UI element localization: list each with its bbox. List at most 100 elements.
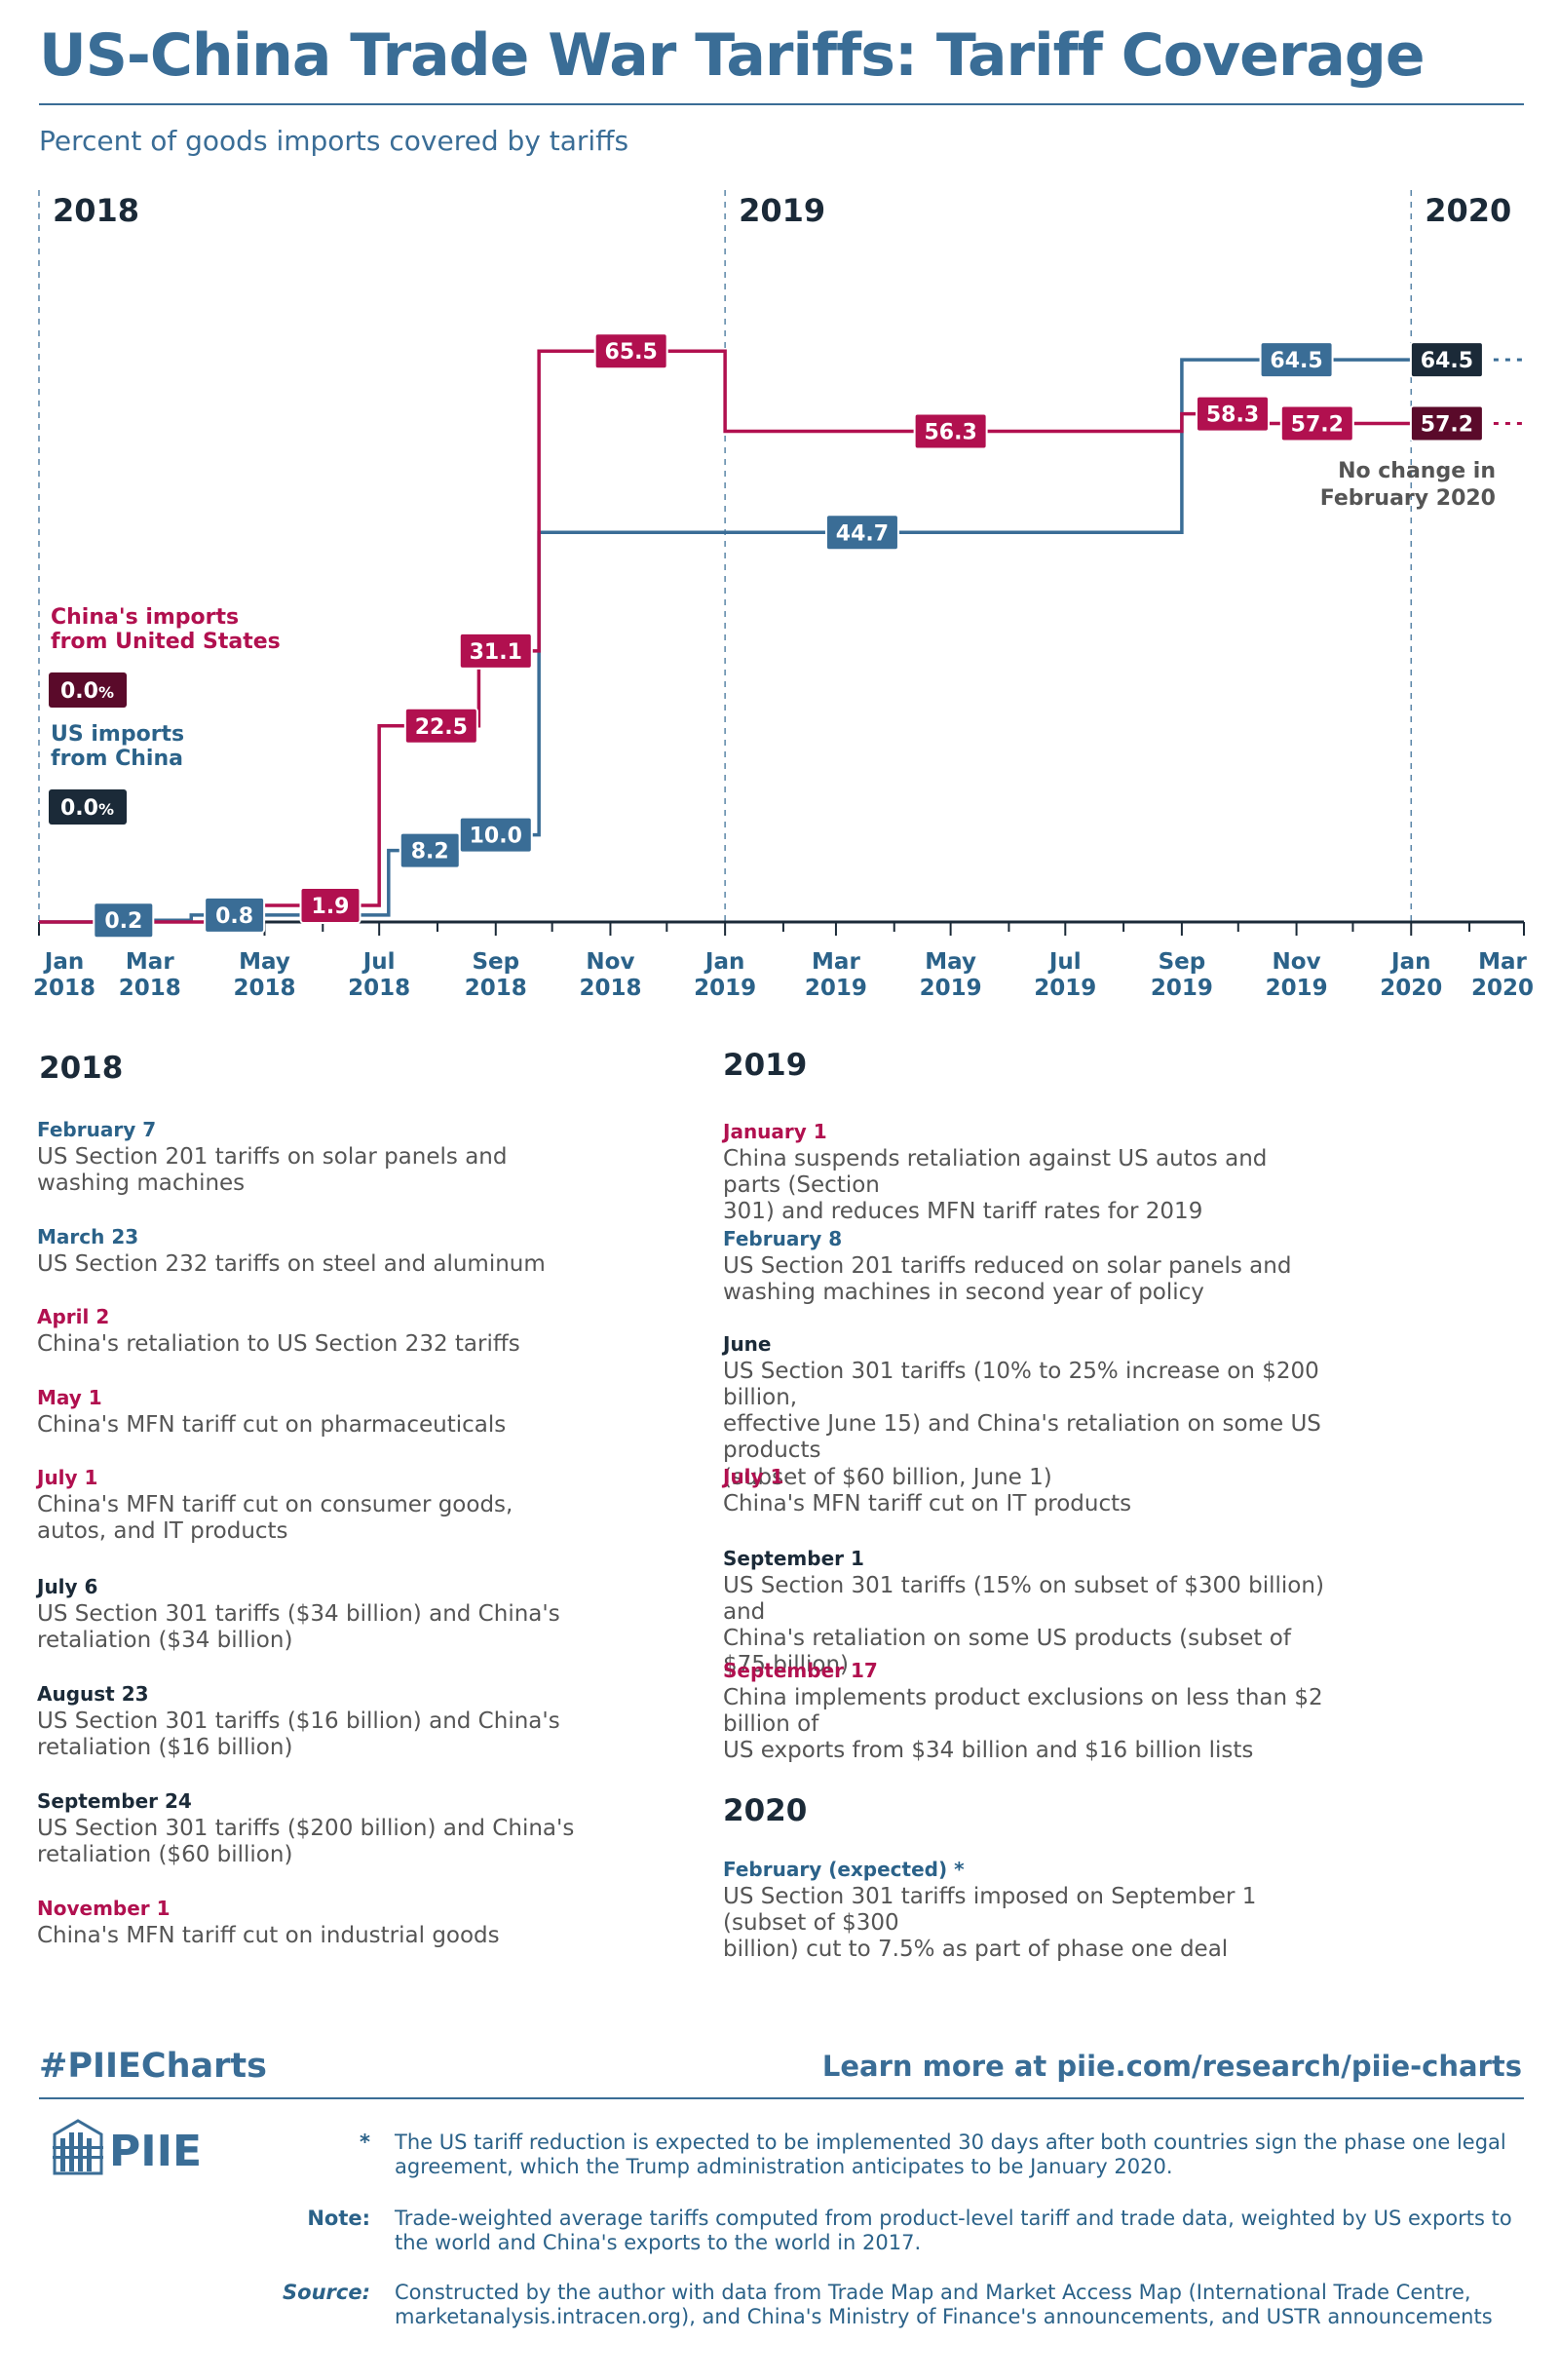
event-date: July 1 bbox=[723, 1465, 784, 1488]
annotation-no-change: February 2020 bbox=[1320, 486, 1496, 511]
timeline-event: February 7 US Section 201 tariffs on sola… bbox=[37, 1118, 641, 1197]
x-tick-label-month: Mar bbox=[1478, 949, 1527, 975]
x-tick-label-year: 2018 bbox=[119, 976, 181, 1001]
x-tick-label-year: 2018 bbox=[33, 976, 95, 1001]
data-label: 56.3 bbox=[924, 421, 976, 445]
data-label-box bbox=[204, 896, 266, 934]
piie-logo-icon bbox=[53, 2119, 103, 2175]
x-tick-label-month: Mar bbox=[126, 949, 174, 975]
timeline-event: September 1 US Section 301 tariffs (15% o… bbox=[723, 1547, 1327, 1679]
events-heading-2018: 2018 bbox=[39, 1051, 124, 1086]
x-tick-label-month: Jul bbox=[361, 949, 396, 975]
event-date: June bbox=[723, 1332, 772, 1356]
data-label-box bbox=[458, 816, 533, 854]
learn-more-link[interactable]: Learn more at piie.com/research/piie-cha… bbox=[821, 2050, 1522, 2083]
timeline-event: June US Section 301 tariffs (10% to 25% i… bbox=[723, 1332, 1327, 1491]
x-tick-label-year: 2019 bbox=[694, 976, 756, 1001]
data-label-box bbox=[1259, 341, 1334, 379]
data-label: 0.2 bbox=[104, 909, 142, 934]
event-description: US Section 301 tariffs (10% to 25% incre… bbox=[723, 1359, 1321, 1490]
legend-label: China's imports bbox=[51, 605, 239, 630]
data-label-box bbox=[913, 412, 988, 450]
timeline-event: January 1 China suspends retaliation agai… bbox=[723, 1120, 1327, 1225]
data-label-box bbox=[593, 332, 668, 370]
data-label: 22.5 bbox=[415, 715, 468, 740]
event-description: China's MFN tariff cut on industrial goo… bbox=[37, 1923, 500, 1948]
data-label: 64.5 bbox=[1270, 349, 1322, 373]
footnote-text: Trade-weighted average tariffs computed … bbox=[395, 2207, 1512, 2255]
event-description: China's MFN tariff cut on pharmaceutical… bbox=[37, 1412, 507, 1438]
event-date: August 23 bbox=[37, 1682, 149, 1706]
legend-label: from United States bbox=[51, 630, 281, 654]
timeline-event: February 8 US Section 201 tariffs reduced… bbox=[723, 1227, 1327, 1306]
x-tick-label-year: 2018 bbox=[233, 976, 295, 1001]
event-date: February 8 bbox=[723, 1227, 843, 1250]
data-label: 57.2 bbox=[1291, 412, 1344, 437]
event-description: China's MFN tariff cut on consumer goods… bbox=[37, 1492, 513, 1545]
event-description: US Section 232 tariffs on steel and alum… bbox=[37, 1251, 546, 1277]
legend-value-box bbox=[49, 789, 127, 825]
timeline-event: September 17 China implements product exc… bbox=[723, 1659, 1327, 1764]
x-tick-label-month: Nov bbox=[1273, 949, 1321, 975]
data-label-box bbox=[1409, 341, 1484, 379]
footnote-text: Constructed by the author with data from… bbox=[395, 2281, 1493, 2329]
data-label-box bbox=[1195, 395, 1270, 433]
event-description: US Section 301 tariffs ($200 billion) an… bbox=[37, 1816, 575, 1868]
year-label-2018: 2018 bbox=[53, 192, 139, 229]
data-label-box bbox=[403, 707, 478, 745]
x-tick-label-year: 2020 bbox=[1380, 976, 1442, 1001]
x-tick-label-year: 2019 bbox=[1151, 976, 1213, 1001]
data-label-box bbox=[458, 632, 533, 670]
data-label: 64.5 bbox=[1421, 349, 1473, 373]
footnote-key: Source: bbox=[283, 2281, 370, 2304]
x-tick-label-month: Jan bbox=[703, 949, 744, 975]
data-label: 44.7 bbox=[836, 521, 889, 546]
footnote-text: The US tariff reduction is expected to b… bbox=[395, 2130, 1506, 2179]
event-date: January 1 bbox=[723, 1120, 827, 1143]
chart-subtitle: Percent of goods imports covered by tari… bbox=[39, 125, 629, 157]
legend-label: from China bbox=[51, 747, 183, 771]
timeline-event: February (expected) * US Section 301 tari… bbox=[723, 1858, 1327, 1963]
x-tick-label-month: May bbox=[925, 949, 976, 975]
footnote-key: * bbox=[360, 2130, 370, 2154]
legend-value: 0.0% bbox=[60, 796, 114, 821]
event-date: July 1 bbox=[37, 1466, 98, 1489]
annotation-no-change: No change in bbox=[1338, 459, 1496, 483]
data-label: 10.0 bbox=[470, 825, 522, 849]
timeline-event: September 24 US Section 301 tariffs ($200… bbox=[37, 1789, 641, 1868]
event-description: US Section 301 tariffs (15% on subset of… bbox=[723, 1573, 1324, 1678]
x-tick-label-year: 2019 bbox=[1034, 976, 1096, 1001]
title-rule bbox=[39, 103, 1524, 105]
page-title: US-China Trade War Tariffs: Tariff Cover… bbox=[39, 21, 1426, 90]
event-description: US Section 201 tariffs reduced on solar … bbox=[723, 1253, 1292, 1306]
data-label-box bbox=[93, 902, 155, 940]
x-tick-label-year: 2020 bbox=[1471, 976, 1534, 1001]
data-label-box bbox=[1409, 404, 1484, 442]
data-label: 65.5 bbox=[605, 340, 658, 365]
legend-value: 0.0% bbox=[60, 679, 114, 704]
data-label: 31.1 bbox=[470, 640, 522, 665]
data-label-box bbox=[824, 514, 899, 552]
event-description: China's retaliation to US Section 232 ta… bbox=[37, 1331, 520, 1357]
legend-value-box bbox=[49, 672, 127, 708]
data-label: 57.2 bbox=[1421, 412, 1473, 437]
event-date: September 17 bbox=[723, 1659, 878, 1682]
footer-rule bbox=[39, 2097, 1524, 2099]
x-tick-label-month: May bbox=[239, 949, 290, 975]
data-label: 1.9 bbox=[312, 895, 350, 919]
data-label-box bbox=[299, 887, 361, 925]
event-description: China implements product exclusions on l… bbox=[723, 1685, 1323, 1764]
events-heading-2019: 2019 bbox=[723, 1048, 808, 1083]
data-label: 8.2 bbox=[411, 840, 449, 864]
timeline-event: August 23 US Section 301 tariffs ($16 bil… bbox=[37, 1682, 641, 1761]
event-date: April 2 bbox=[37, 1305, 110, 1328]
event-date: July 6 bbox=[37, 1575, 98, 1598]
timeline-event: April 2 China's retaliation to US Section… bbox=[37, 1305, 641, 1358]
timeline-event: November 1 China's MFN tariff cut on indu… bbox=[37, 1897, 641, 1949]
x-tick-label-month: Sep bbox=[472, 949, 519, 975]
x-tick-label-year: 2019 bbox=[920, 976, 982, 1001]
event-description: US Section 201 tariffs on solar panels a… bbox=[37, 1144, 508, 1197]
timeline-event: July 1 China's MFN tariff cut on IT produ… bbox=[723, 1465, 1327, 1517]
timeline-event: May 1 China's MFN tariff cut on pharmaceu… bbox=[37, 1386, 641, 1439]
x-tick-label-month: Jul bbox=[1047, 949, 1082, 975]
